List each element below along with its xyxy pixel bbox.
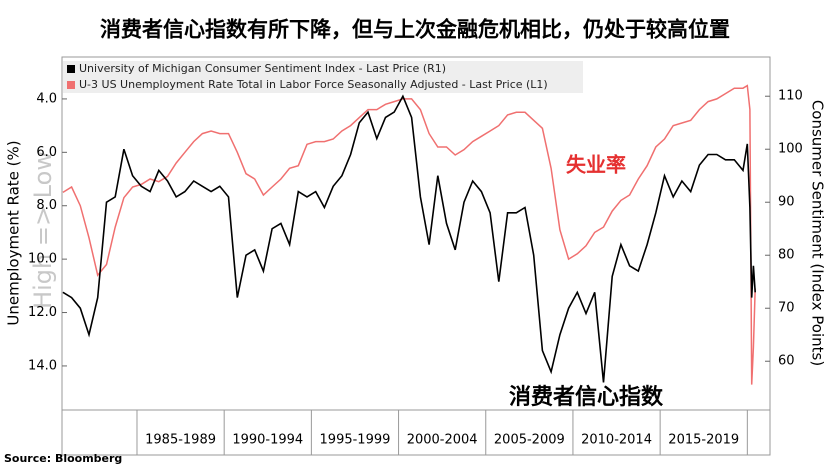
- y-tick-label: 8.0: [36, 198, 57, 213]
- y-axis-title: Unemployment Rate (%): [5, 140, 23, 325]
- x-tick-label: 2005-2009: [494, 433, 565, 448]
- x-tick-label: 2010-2014: [581, 433, 652, 448]
- y2-tick-label: 90: [778, 195, 795, 210]
- y2-tick-label: 60: [778, 354, 795, 369]
- y2-tick-label: 80: [778, 248, 795, 263]
- source: Source: Bloomberg: [4, 452, 122, 465]
- x-tick-label: 2000-2004: [407, 433, 478, 448]
- legend-swatch: [67, 65, 75, 73]
- y-tick-label: 10.0: [28, 252, 57, 267]
- series-line: [62, 94, 756, 383]
- y-tick-label: 12.0: [28, 305, 57, 320]
- y2-tick-label: 100: [778, 142, 803, 157]
- x-tick-label: 1985-1989: [145, 433, 216, 448]
- legend-swatch: [67, 81, 75, 89]
- legend-label: U-3 US Unemployment Rate Total in Labor …: [79, 78, 548, 91]
- x-tick-label: 1990-1994: [232, 433, 303, 448]
- annotation: 失业率: [566, 153, 626, 177]
- y-axis-note: High => Low: [29, 151, 57, 309]
- y2-axis-title: Consumer Sentiment (Index Points): [809, 100, 827, 366]
- legend-label: University of Michigan Consumer Sentimen…: [79, 62, 446, 75]
- annotation: 消费者信心指数: [509, 384, 664, 410]
- x-tick-label: 2015-2019: [668, 433, 739, 448]
- legend-box: [63, 61, 583, 93]
- y-tick-label: 14.0: [28, 358, 57, 373]
- y-tick-label: 6.0: [36, 145, 57, 160]
- x-tick-label: 1995-1999: [320, 433, 391, 448]
- plot-area: [61, 56, 771, 411]
- chart-title: 消费者信心指数有所下降，但与上次金融危机相比，仍处于较高位置: [100, 17, 730, 42]
- y2-tick-label: 110: [778, 89, 803, 104]
- x-axis-band: [61, 409, 771, 456]
- series-line: [62, 84, 756, 385]
- y-tick-label: 4.0: [36, 91, 57, 106]
- y2-tick-label: 70: [778, 301, 795, 316]
